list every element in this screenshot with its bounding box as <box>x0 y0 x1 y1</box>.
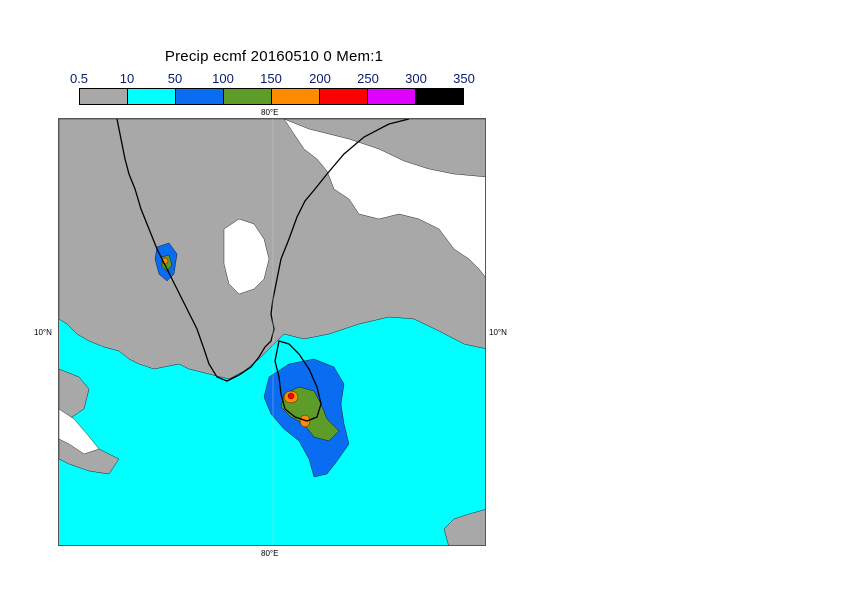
right-lat-label: 10°N <box>489 328 507 337</box>
legend-labels: 0.5 10 50 100 150 200 250 300 350 <box>70 71 475 89</box>
chart-title: Precip ecmf 20160510 0 Mem:1 <box>164 48 384 65</box>
legend-swatch-7 <box>416 89 463 104</box>
color-legend: 0.5 10 50 100 150 200 250 300 350 <box>70 71 475 105</box>
legend-label: 350 <box>453 71 475 86</box>
legend-label: 300 <box>405 71 427 86</box>
coastline-india <box>116 119 410 382</box>
coastline-sri-lanka <box>274 340 322 422</box>
legend-swatch-2 <box>176 89 224 104</box>
legend-label: 100 <box>212 71 234 86</box>
no-precip-zone-inland <box>223 218 270 295</box>
legend-swatch-4 <box>272 89 320 104</box>
legend-label: 200 <box>309 71 331 86</box>
precipitation-map <box>58 118 486 546</box>
no-precip-zone <box>283 119 485 277</box>
legend-swatch-6 <box>368 89 416 104</box>
legend-label: 10 <box>119 71 135 86</box>
top-lon-label: 80°E <box>261 108 279 117</box>
red-precip-cell <box>287 392 295 400</box>
map-svg <box>59 119 485 545</box>
legend-swatch-3 <box>224 89 272 104</box>
grey-precip-zone-east <box>443 509 485 545</box>
no-precip-zone-sw <box>59 408 100 455</box>
legend-color-bar <box>79 88 464 105</box>
legend-label: 250 <box>357 71 379 86</box>
legend-swatch-5 <box>320 89 368 104</box>
bottom-lon-label: 80°E <box>261 549 279 558</box>
legend-label: 50 <box>167 71 183 86</box>
left-lat-label: 10°N <box>34 328 52 337</box>
legend-label: 0.5 <box>69 71 89 86</box>
legend-swatch-1 <box>128 89 176 104</box>
legend-label: 150 <box>260 71 282 86</box>
legend-swatch-0 <box>80 89 128 104</box>
